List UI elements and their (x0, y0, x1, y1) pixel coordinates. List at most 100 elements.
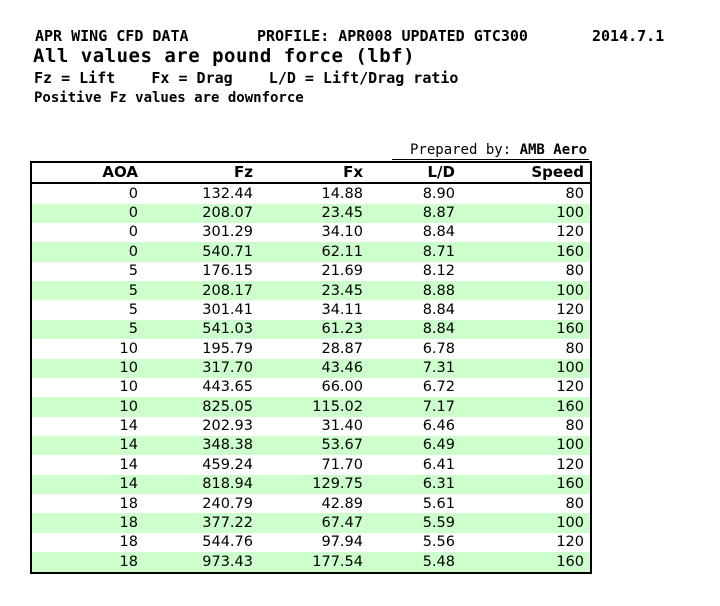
table-row: 14 818.94 129.75 6.31 160 (31, 474, 591, 495)
table-cell: 160 (461, 242, 591, 262)
column-header-fz: Fz (144, 162, 259, 184)
table-cell: 5 (128, 263, 138, 280)
table-cell: 43.46 (259, 358, 369, 378)
table-cell: 61.23 (259, 319, 369, 340)
table-cell: 67.47 (259, 513, 369, 533)
table-cell: 208.07 (144, 203, 259, 224)
table-cell: 176.15 (202, 263, 253, 280)
table-cell: 0 (128, 185, 138, 202)
table-cell: 8.84 (369, 319, 461, 340)
table-row: 0 132.44 14.88 8.90 80 (31, 183, 591, 204)
table-row: 10 195.79 28.87 6.78 80 (31, 339, 591, 358)
table-cell: 100 (461, 281, 591, 301)
table-cell: 301.29 (202, 224, 253, 241)
table-cell: 97.94 (321, 534, 363, 551)
column-header-fx: Fx (259, 162, 369, 184)
table-cell: 129.75 (259, 474, 369, 495)
table-cell: 5.59 (369, 513, 461, 533)
table-cell: 160 (461, 552, 591, 573)
table-cell: 120 (556, 534, 584, 551)
table-cell: 23.45 (259, 203, 369, 224)
table-cell: 115.02 (259, 397, 369, 417)
table-cell: 120 (556, 379, 584, 396)
table-cell: 120 (556, 224, 584, 241)
table-cell: 10 (119, 340, 138, 357)
table-row: 10 317.70 43.46 7.31 100 (31, 358, 591, 378)
column-header-aoa: AOA (31, 162, 144, 184)
column-header-speed: Speed (461, 162, 591, 184)
table-cell: 66.00 (321, 379, 363, 396)
table-cell: 208.17 (144, 281, 259, 301)
table-cell: 160 (461, 474, 591, 495)
table-header-row: AOA Fz Fx L/D Speed (31, 162, 591, 184)
table-cell: 53.67 (259, 436, 369, 456)
table-cell: 10 (31, 397, 144, 417)
table-cell: 317.70 (144, 358, 259, 378)
table-row: 14 459.24 71.70 6.41 120 (31, 455, 591, 474)
table-cell: 177.54 (259, 552, 369, 573)
table-cell: 100 (461, 436, 591, 456)
table-cell: 8.84 (422, 224, 455, 241)
table-row: 5 176.15 21.69 8.12 80 (31, 262, 591, 281)
table-cell: 18 (119, 495, 138, 512)
table-cell: 80 (565, 185, 584, 202)
table-cell: 8.88 (369, 281, 461, 301)
table-cell: 7.31 (369, 358, 461, 378)
table-cell: 14.88 (321, 185, 363, 202)
table-cell: 6.31 (369, 474, 461, 495)
table-cell: 5 (128, 301, 138, 318)
cfd-data-table: AOA Fz Fx L/D Speed 0 132.44 14.88 8.90 80 0 208.0… (30, 161, 592, 574)
table-cell: 34.10 (321, 224, 363, 241)
table-row: 10 443.65 66.00 6.72 120 (31, 378, 591, 397)
table-cell: 34.11 (321, 301, 363, 318)
table-cell: 18 (31, 513, 144, 533)
table-cell: 5 (31, 319, 144, 340)
table-cell: 100 (461, 513, 591, 533)
table-row: 5 301.41 34.11 8.84 120 (31, 300, 591, 319)
table-cell: 23.45 (259, 281, 369, 301)
table-cell: 14 (31, 436, 144, 456)
table-cell: 28.87 (321, 340, 363, 357)
table-row: 0 208.07 23.45 8.87 100 (31, 203, 591, 224)
table-row: 18 544.76 97.94 5.56 120 (31, 533, 591, 552)
table-cell: 6.49 (369, 436, 461, 456)
table-cell: 202.93 (202, 418, 253, 435)
table-row: 18 377.22 67.47 5.59 100 (31, 513, 591, 533)
report-date: 2014.7.1 (592, 27, 665, 45)
table-cell: 8.12 (422, 263, 455, 280)
table-cell: 18 (31, 552, 144, 573)
table-cell: 80 (565, 418, 584, 435)
report-subtitle: All values are pound force (lbf) (33, 45, 416, 67)
table-row: 0 301.29 34.10 8.84 120 (31, 223, 591, 242)
table-cell: 8.84 (422, 301, 455, 318)
table-cell: 301.41 (202, 301, 253, 318)
table-cell: 62.11 (259, 242, 369, 262)
prepared-by-value: AMB Aero (519, 142, 587, 158)
table-cell: 0 (31, 203, 144, 224)
table-cell: 0 (31, 242, 144, 262)
table-cell: 31.40 (321, 418, 363, 435)
table-cell: 80 (565, 495, 584, 512)
table-cell: 80 (565, 263, 584, 280)
table-cell: 21.69 (321, 263, 363, 280)
profile-label: PROFILE: APR008 UPDATED GTC300 (257, 27, 528, 45)
table-cell: 5.56 (422, 534, 455, 551)
legend-line: Fz = Lift Fx = Drag L/D = Lift/Drag rati… (34, 69, 459, 87)
table-cell: 14 (31, 474, 144, 495)
table-cell: 160 (461, 397, 591, 417)
table-cell: 6.41 (422, 456, 455, 473)
table-row: 5 541.03 61.23 8.84 160 (31, 319, 591, 340)
prepared-by-label: Prepared by: (409, 142, 520, 158)
table-row: 14 202.93 31.40 6.46 80 (31, 417, 591, 436)
table-cell: 6.78 (422, 340, 455, 357)
table-cell: 540.71 (144, 242, 259, 262)
table-cell: 6.46 (422, 418, 455, 435)
table-cell: 100 (461, 358, 591, 378)
table-cell: 825.05 (144, 397, 259, 417)
table-cell: 120 (556, 456, 584, 473)
downforce-note: Positive Fz values are downforce (34, 90, 304, 106)
table-cell: 132.44 (202, 185, 253, 202)
report-title: APR WING CFD DATA (35, 27, 189, 45)
table-cell: 544.76 (202, 534, 253, 551)
